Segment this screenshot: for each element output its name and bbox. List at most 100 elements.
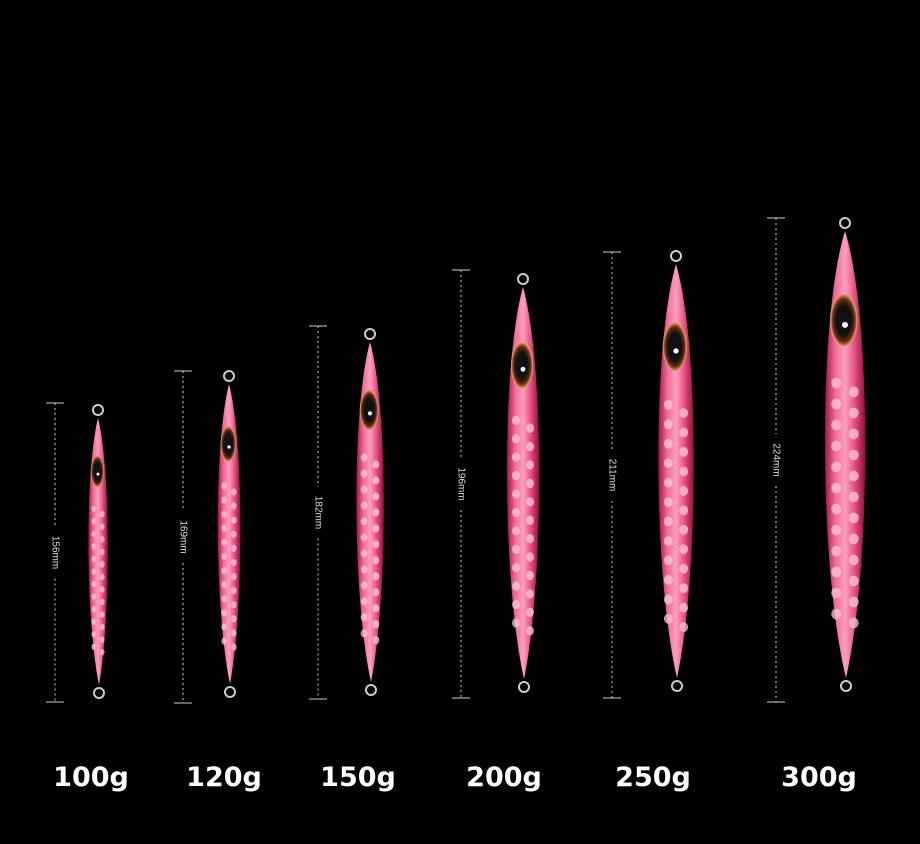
product: 224mm 300g <box>767 217 866 793</box>
spot <box>526 460 534 470</box>
spot <box>679 622 689 633</box>
spot <box>91 518 97 525</box>
weight-label: 120g <box>186 762 262 793</box>
spot <box>848 407 859 419</box>
spot <box>831 440 842 452</box>
spot <box>512 526 520 536</box>
spot <box>526 626 534 636</box>
spot <box>91 593 97 600</box>
spot <box>372 604 380 613</box>
spot <box>360 485 368 494</box>
spot <box>99 561 105 568</box>
spot <box>848 449 859 461</box>
spot <box>91 605 97 613</box>
spot <box>526 441 534 452</box>
spot <box>360 469 368 478</box>
spot <box>99 510 105 518</box>
spot <box>231 488 237 496</box>
spot <box>372 636 380 645</box>
spot <box>221 567 227 575</box>
spot <box>372 588 380 597</box>
spot <box>91 568 97 575</box>
length-label: 156mm <box>49 536 60 569</box>
spot <box>679 524 689 535</box>
spot <box>679 583 689 594</box>
spot <box>526 552 534 562</box>
spot <box>231 573 237 581</box>
spot <box>372 508 380 517</box>
spot <box>512 544 520 554</box>
spot <box>221 595 227 603</box>
spot <box>99 536 105 543</box>
spot <box>526 515 534 525</box>
spot <box>663 594 673 605</box>
ring <box>518 681 530 693</box>
spot <box>91 543 97 550</box>
spot <box>663 419 673 430</box>
spot <box>526 497 534 507</box>
spot <box>526 478 534 489</box>
spot <box>663 477 673 488</box>
eye-glint <box>227 445 231 449</box>
spot <box>372 492 380 501</box>
spot <box>360 597 368 606</box>
spot <box>831 377 842 389</box>
spot <box>360 517 368 526</box>
weight-label: 100g <box>53 762 129 793</box>
spot <box>679 505 689 516</box>
spot <box>831 587 842 599</box>
lure-body <box>356 342 384 682</box>
spot <box>848 533 859 545</box>
ring <box>365 684 377 696</box>
eye-glint <box>842 321 848 328</box>
eye <box>662 321 688 372</box>
ring <box>671 680 683 692</box>
spot <box>848 491 859 503</box>
lure-body <box>658 264 694 678</box>
spot <box>526 570 534 581</box>
length-label: 196mm <box>455 467 466 500</box>
spot <box>512 434 520 444</box>
spot <box>221 581 227 589</box>
spot <box>91 555 97 563</box>
eye-glint <box>673 348 679 354</box>
ring <box>364 328 376 340</box>
eye <box>830 293 858 348</box>
spot <box>99 573 105 581</box>
spot <box>221 482 227 490</box>
spot <box>221 524 227 532</box>
spot <box>663 438 673 449</box>
ring <box>670 250 682 262</box>
length-label: 211mm <box>606 459 617 492</box>
spot <box>360 629 368 638</box>
eye-glint <box>520 366 526 372</box>
spot <box>231 502 237 510</box>
spot <box>512 599 520 610</box>
spot <box>91 643 97 651</box>
spot <box>99 548 105 555</box>
eye-glint <box>367 411 373 416</box>
spot <box>360 453 368 462</box>
eye <box>359 389 379 431</box>
spot <box>526 423 534 433</box>
spot <box>663 574 673 585</box>
spot <box>231 629 237 637</box>
spot <box>679 408 689 419</box>
spot <box>848 617 859 629</box>
spot <box>372 540 380 549</box>
spot <box>526 533 534 544</box>
spot <box>231 544 237 553</box>
spot <box>831 524 842 536</box>
length-label: 224mm <box>770 443 781 476</box>
spot <box>91 505 97 512</box>
spot <box>831 482 842 494</box>
spot <box>512 618 520 628</box>
ring <box>224 686 236 698</box>
eye <box>220 426 236 462</box>
spot <box>679 466 689 477</box>
spot <box>848 386 859 398</box>
spot <box>231 615 237 623</box>
spot <box>360 549 368 558</box>
spot <box>679 602 689 613</box>
spot <box>360 613 368 622</box>
